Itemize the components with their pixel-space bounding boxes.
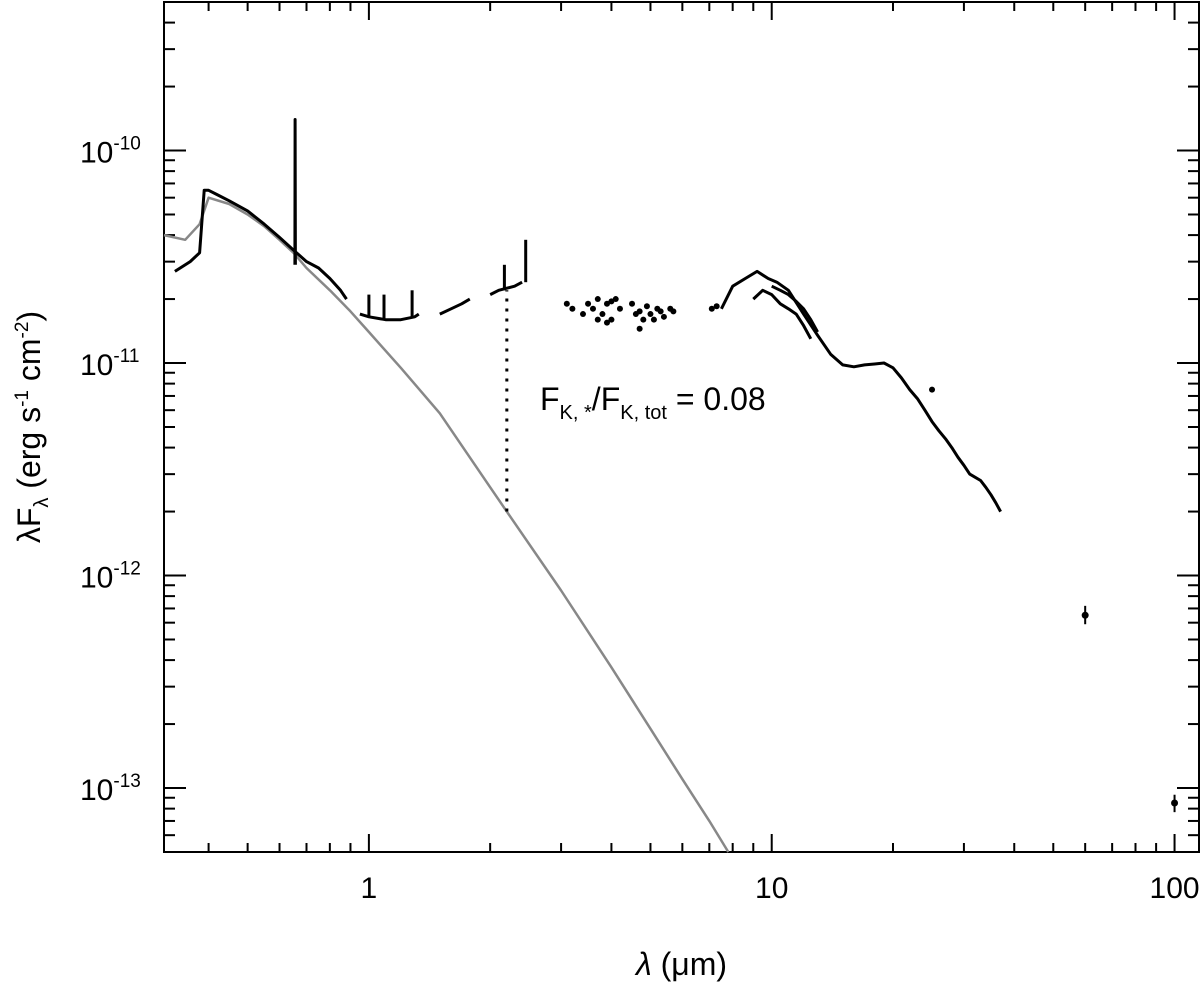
series-line-13 (771, 284, 819, 333)
scatter-point (636, 325, 643, 332)
scatter-point (594, 316, 601, 323)
series-line-0 (163, 196, 730, 853)
scatter-point (608, 298, 615, 305)
scatter-point (643, 303, 650, 310)
scatter-point (660, 313, 667, 320)
series-line-12 (752, 288, 813, 340)
scatter-point (713, 303, 720, 310)
y-tick-label: 10-11 (80, 346, 139, 382)
x-axis-title: λ (μm) (634, 946, 727, 982)
scatter-point (579, 311, 586, 318)
data-series (163, 118, 1179, 853)
y-axis-title: λFλ (erg s-1 cm-2) (11, 311, 53, 543)
series-line-2 (293, 118, 297, 265)
x-tick-labels: 1 10 100 (361, 872, 1200, 905)
scatter-point (608, 316, 615, 323)
scatter-point (569, 305, 576, 312)
scatter-point (636, 308, 643, 315)
scatter-point (563, 300, 570, 307)
scatter-point (616, 305, 623, 312)
scatter-point (603, 319, 610, 326)
scatter-point (603, 300, 610, 307)
photometry-point (1171, 799, 1179, 807)
x-tick-label: 10 (755, 872, 788, 905)
scatter-point (589, 305, 596, 312)
flux-ratio-annotation: FK, */FK, tot = 0.08 (540, 381, 766, 424)
y-tick-label: 10-13 (80, 771, 141, 807)
scatter-point (629, 300, 636, 307)
scatter-point (670, 308, 677, 315)
scatter-point (657, 308, 664, 315)
scatter-point (647, 311, 654, 318)
scatter-point (708, 305, 715, 312)
scatter-point (929, 386, 936, 393)
scatter-point (650, 316, 657, 323)
x-tick-label: 1 (361, 872, 378, 905)
x-tick-label: 100 (1150, 872, 1200, 905)
series-line-7 (439, 297, 471, 316)
y-tick-label: 10-12 (80, 559, 141, 595)
y-tick-labels: 10-10 10-11 10-12 10-13 (80, 134, 141, 808)
y-tick-label: 10-10 (80, 134, 141, 170)
series-line-1 (174, 188, 348, 300)
series-line-11 (720, 269, 1002, 513)
scatter-point (640, 316, 647, 323)
axis-ticks (164, 1, 1199, 853)
scatter-point (585, 300, 592, 307)
photometry-point (1081, 611, 1089, 619)
series-line-8 (489, 280, 523, 296)
scatter-point (594, 296, 601, 303)
plot-frame (163, 1, 1200, 853)
scatter-point (599, 311, 606, 318)
